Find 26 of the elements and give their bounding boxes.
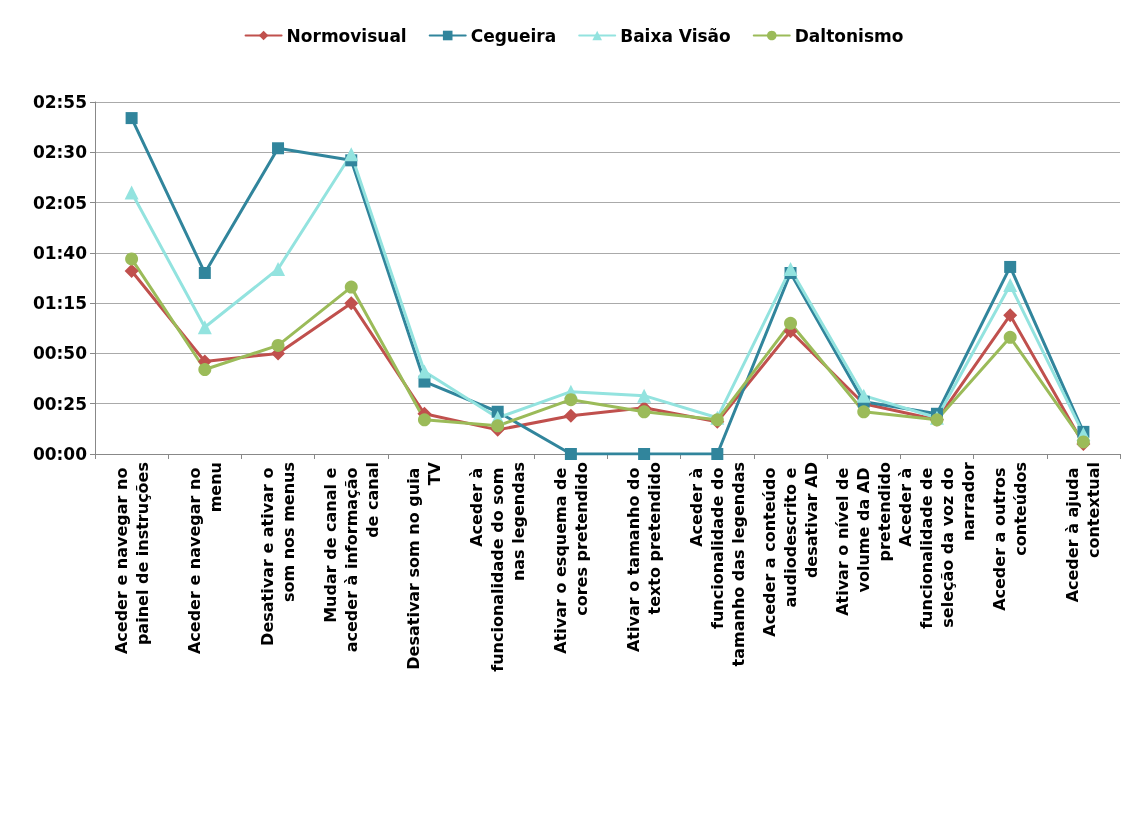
- x-tick-label: Aceder à funcionalidade do tamanho das legendas: [686, 462, 748, 667]
- legend-label: Cegueira: [470, 25, 557, 46]
- y-tick-label: 02:30: [32, 142, 88, 163]
- x-tick-label: Aceder à funcionalidade de seleção da voz do narrador: [895, 461, 978, 629]
- x-tick-label: Ativar o esquema de cores pretendido: [550, 461, 591, 654]
- y-tick-label: 02:05: [32, 192, 87, 213]
- x-tick-label: Aceder à ajuda contextual: [1063, 462, 1104, 603]
- x-tick-label: Aceder e navegar no menu: [184, 462, 225, 655]
- legend-label: Normovisual: [286, 25, 407, 46]
- x-tick-label: Aceder a conteúdo audiodescrito e desativar AD: [760, 462, 822, 637]
- x-tick-label: Desativar som no guia TV: [404, 461, 445, 670]
- x-tick-label: Aceder a outros conteúdos: [990, 462, 1031, 611]
- x-tick-label: Aceder e navegar no painel de instruções: [111, 462, 152, 655]
- y-tick-label: 02:55: [32, 92, 87, 112]
- x-tick-label: Aceder à funcionalidade do som nas legendas: [467, 462, 529, 672]
- y-tick-label: 00:25: [32, 393, 87, 414]
- legend-label: Baixa Visão: [620, 25, 731, 46]
- x-tick-label: Mudar de canal e aceder à informação de canal: [320, 462, 382, 653]
- x-tick-label: Ativar o nível de volume da AD pretendido: [833, 461, 895, 616]
- y-tick-label: 01:40: [32, 242, 88, 263]
- x-tick-label: Desativar e ativar o som nos menus: [258, 462, 299, 646]
- y-tick-label: 00:50: [32, 343, 88, 364]
- x-tick-label: Ativar o tamanho do texto pretendido: [624, 461, 665, 653]
- y-tick-label: 00:00: [32, 444, 88, 464]
- legend-label: Daltonismo: [794, 25, 904, 46]
- y-tick-label: 01:15: [32, 293, 87, 314]
